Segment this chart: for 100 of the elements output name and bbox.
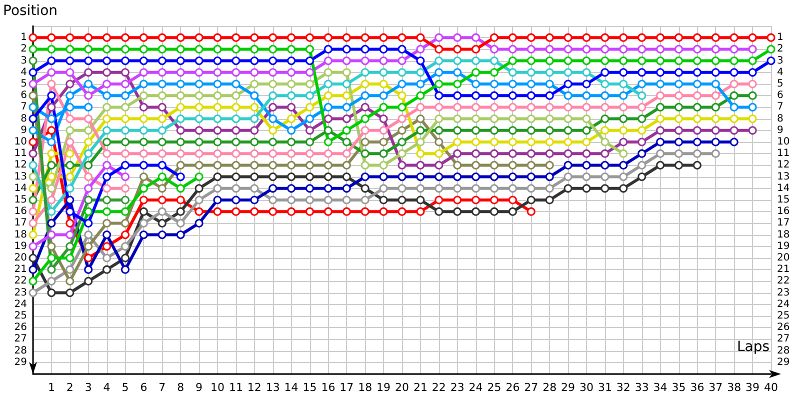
point	[28, 160, 38, 170]
point	[526, 102, 536, 112]
point	[66, 44, 74, 54]
point	[194, 56, 204, 66]
point	[398, 80, 406, 88]
point	[84, 230, 93, 240]
point	[306, 91, 314, 100]
point	[139, 33, 148, 42]
point	[213, 91, 222, 100]
point	[232, 80, 240, 88]
point	[748, 91, 757, 100]
point	[398, 172, 406, 182]
point	[619, 56, 628, 66]
point	[564, 149, 572, 158]
y-tick-label: 28	[14, 345, 27, 356]
point	[66, 56, 74, 66]
point	[139, 207, 148, 216]
y2-tick-label: 26	[777, 322, 790, 334]
y-tick-label: 24	[14, 298, 27, 310]
y2-tick-label: 2	[777, 44, 784, 55]
y2-tick-label: 17	[777, 218, 790, 229]
point	[619, 126, 628, 135]
point	[102, 160, 112, 170]
point	[324, 126, 332, 135]
point	[508, 80, 517, 88]
point	[600, 56, 610, 66]
point	[711, 68, 720, 77]
point	[656, 91, 665, 100]
point	[47, 242, 56, 251]
point	[730, 114, 738, 124]
point	[47, 172, 56, 182]
y-tick-label: 22	[14, 276, 27, 287]
point	[158, 138, 166, 146]
point	[102, 265, 112, 274]
point	[766, 33, 776, 42]
point	[102, 80, 112, 88]
point	[692, 68, 702, 77]
point	[711, 138, 720, 146]
point	[232, 138, 240, 146]
point	[545, 33, 554, 42]
point	[158, 218, 166, 228]
point	[139, 102, 148, 112]
point	[638, 114, 646, 124]
point	[47, 126, 56, 135]
point	[139, 68, 148, 77]
point	[398, 184, 406, 193]
y-tick-label: 14	[14, 182, 27, 194]
point	[306, 114, 314, 124]
point	[213, 102, 222, 112]
point	[674, 80, 683, 88]
x-tick-label: 37	[708, 381, 723, 394]
y-tick-label: 6	[20, 90, 27, 102]
point	[582, 114, 591, 124]
point	[582, 91, 591, 100]
x-tick-label: 23	[450, 381, 464, 394]
point	[250, 56, 259, 66]
point	[176, 91, 185, 100]
x-tick-label: 6	[140, 381, 148, 394]
point	[674, 44, 683, 54]
point	[564, 44, 572, 54]
point	[360, 149, 370, 158]
point	[748, 33, 757, 42]
point	[213, 114, 222, 124]
point	[306, 184, 314, 193]
point	[619, 44, 628, 54]
point	[453, 138, 462, 146]
point	[158, 80, 166, 88]
point	[711, 126, 720, 135]
point	[416, 196, 425, 204]
point	[360, 207, 370, 216]
point	[121, 160, 130, 170]
point	[398, 44, 406, 54]
point	[674, 68, 683, 77]
point	[472, 56, 480, 66]
point	[453, 114, 462, 124]
point	[619, 114, 628, 124]
point	[564, 184, 572, 193]
point	[47, 33, 56, 42]
point	[232, 68, 240, 77]
point	[102, 149, 112, 158]
point	[674, 138, 683, 146]
point	[379, 56, 388, 66]
point	[379, 91, 388, 100]
point	[638, 149, 646, 158]
point	[379, 102, 388, 112]
point	[66, 242, 74, 251]
point	[28, 172, 38, 182]
x-tick-label: 18	[358, 381, 372, 394]
point	[324, 44, 332, 54]
y2-tick-label: 29	[777, 356, 790, 368]
point	[28, 230, 38, 240]
y2-tick-label: 6	[777, 90, 784, 102]
point	[176, 207, 185, 216]
point	[490, 207, 498, 216]
x-tick-label: 15	[302, 381, 317, 394]
point	[453, 196, 462, 204]
point	[545, 56, 554, 66]
point	[472, 149, 480, 158]
x-tick-label: 30	[580, 381, 594, 394]
point	[472, 196, 480, 204]
